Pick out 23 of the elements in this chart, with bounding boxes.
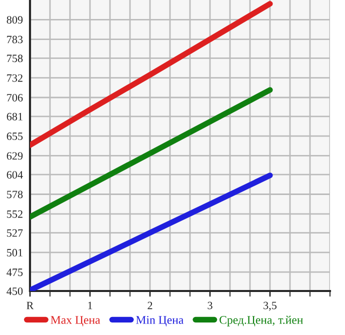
y-tick-label: 681	[6, 112, 22, 120]
y-tick-label: 578	[7, 190, 23, 198]
y-tick-label: 527	[7, 229, 23, 237]
legend-label: Min Цена	[136, 316, 184, 326]
y-tick-label: 706	[7, 94, 23, 102]
y-tick-label: 629	[6, 152, 23, 160]
legend-label: Max Цена	[50, 316, 100, 326]
legend-label: Сред.Цена, т.йен	[220, 316, 303, 326]
y-tick-label: 655	[6, 132, 23, 140]
y-tick-label: 450	[6, 287, 23, 295]
y-tick-label: 758	[7, 54, 23, 62]
x-tick-label: 1	[88, 302, 92, 310]
y-tick-label: 732	[7, 74, 22, 82]
x-tick-label: 2	[148, 302, 152, 310]
y-tick-label: 475	[6, 268, 23, 276]
y-tick-label: 604	[6, 171, 23, 179]
y-tick-label: 809	[6, 16, 23, 24]
x-tick-label: 3	[208, 302, 212, 310]
y-tick-label: 552	[7, 210, 22, 218]
y-tick-label: 501	[7, 248, 22, 256]
x-tick-label: 3,5	[264, 302, 277, 311]
y-tick-label: 783	[7, 36, 23, 44]
x-tick-label: R	[26, 302, 34, 310]
